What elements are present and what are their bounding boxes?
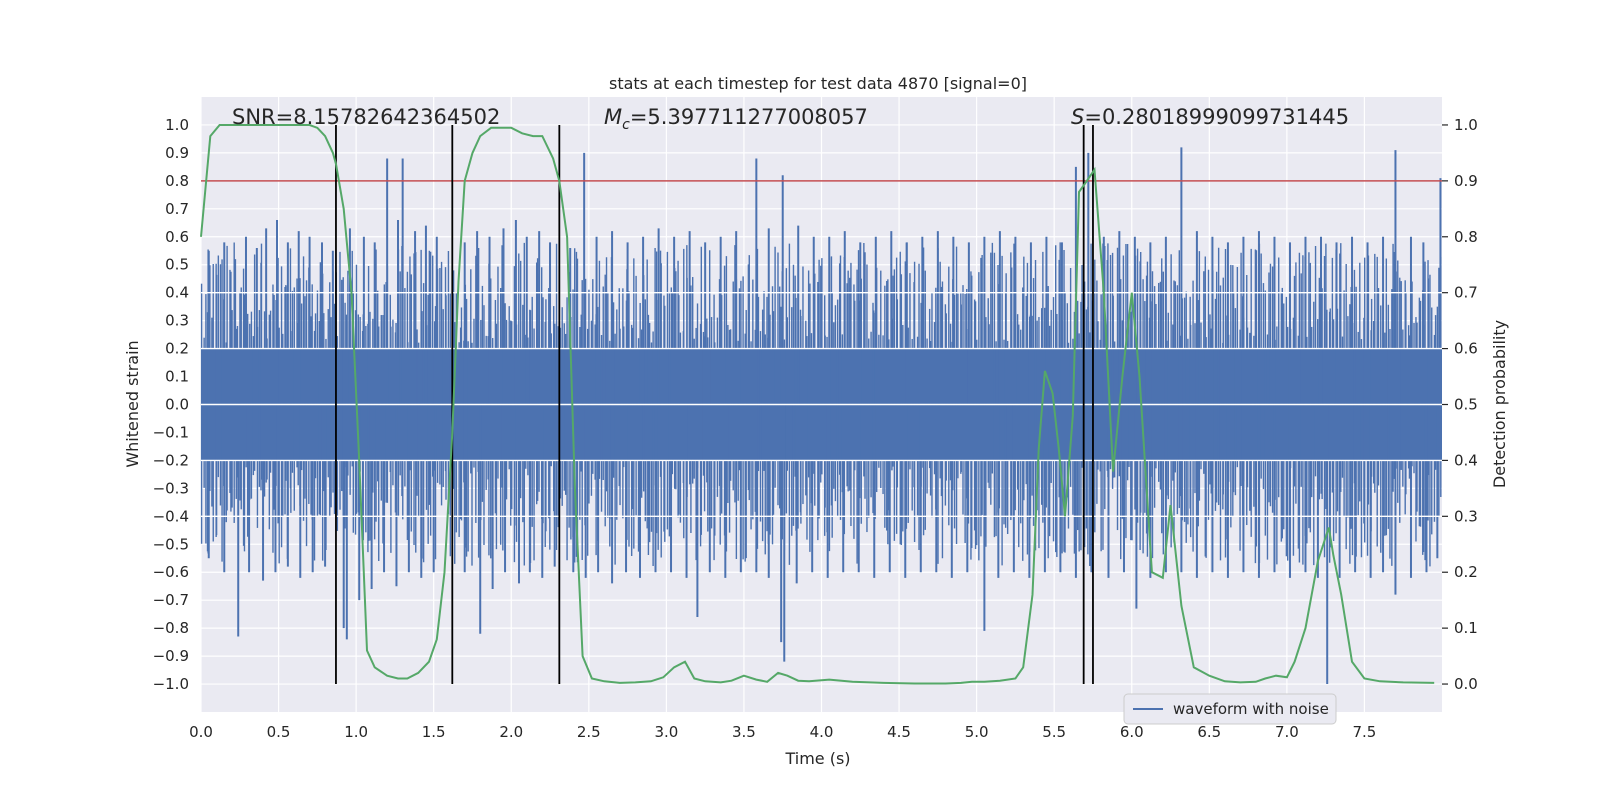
- legend-box: [1123, 693, 1337, 725]
- y2-ticks: 1.0 0.9 0.8 0.7 0.6 0.5 0.4 0.3 0.2 0.1 0.0: [1442, 116, 1478, 693]
- y-tick-label: 0.4: [165, 284, 189, 302]
- y-tick-label: −0.1: [153, 423, 189, 441]
- x-tick-label: 4.5: [887, 723, 911, 741]
- y2-tick-label: 0.1: [1454, 619, 1478, 637]
- x-axis-label: Time (s): [784, 749, 850, 768]
- x-tick-label: 2.5: [577, 723, 601, 741]
- chirp-mass-annotation: Mc=5.397711277008057: [604, 105, 868, 133]
- x-tick-label: 6.5: [1197, 723, 1221, 741]
- y2-tick-label: 0.4: [1454, 451, 1478, 469]
- y-tick-label: −0.9: [153, 647, 189, 665]
- x-tick-label: 3.5: [732, 723, 756, 741]
- statistic-symbol: S: [1071, 105, 1084, 129]
- x-tick-label: 7.5: [1353, 723, 1377, 741]
- y2-tick-label: 0.0: [1454, 675, 1478, 693]
- y-ticks: 1.0 0.9 0.8 0.7 0.6 0.5 0.4 0.3 0.2 0.1 0.0 −0.1 −0.…: [153, 116, 189, 693]
- y2-axis-label: Detection probability: [1490, 320, 1509, 488]
- x-tick-label: 2.0: [499, 723, 523, 741]
- x-tick-label: 4.0: [810, 723, 834, 741]
- x-tick-label: 6.0: [1120, 723, 1144, 741]
- y-tick-label: −0.6: [153, 563, 189, 581]
- y2-tick-label: 0.7: [1454, 284, 1478, 302]
- y-tick-label: 0.2: [165, 340, 189, 358]
- y-tick-label: 0.9: [165, 144, 189, 162]
- x-tick-label: 0.5: [267, 723, 291, 741]
- y2-tick-label: 0.2: [1454, 563, 1478, 581]
- y2-tick-label: 0.5: [1454, 396, 1478, 414]
- legend: waveform with noise: [1123, 693, 1337, 725]
- chirp-mass-value: =5.397711277008057: [630, 105, 868, 129]
- noise-series: [200, 147, 1442, 685]
- x-tick-label: 1.0: [344, 723, 368, 741]
- y2-tick-label: 0.8: [1454, 228, 1478, 246]
- y-tick-label: 0.7: [165, 200, 189, 218]
- x-tick-label: 3.0: [654, 723, 678, 741]
- chart-title: stats at each timestep for test data 487…: [609, 74, 1027, 93]
- y-tick-label: −1.0: [153, 675, 189, 693]
- y2-tick-label: 0.6: [1454, 340, 1478, 358]
- x-tick-label: 0.0: [189, 723, 213, 741]
- y-tick-label: 0.5: [165, 256, 189, 274]
- y2-tick-label: 0.3: [1454, 507, 1478, 525]
- x-ticks: 0.0 0.5 1.0 1.5 2.0 2.5 3.0 3.5 4.0 4.5 5.0 5.5 6.0 6…: [189, 723, 1376, 741]
- y2-tick-label: 0.9: [1454, 172, 1478, 190]
- y-tick-label: 0.3: [165, 312, 189, 330]
- x-tick-label: 5.0: [965, 723, 989, 741]
- vline-layer: [335, 124, 1094, 685]
- statistic-value: =0.28018999099731445: [1084, 105, 1349, 129]
- y-tick-label: −0.5: [153, 535, 189, 553]
- y-tick-label: 1.0: [165, 116, 189, 134]
- y-tick-label: 0.6: [165, 228, 189, 246]
- y-axis-label: Whitened strain: [123, 340, 142, 467]
- legend-label: waveform with noise: [1173, 700, 1329, 718]
- y2-tick-label: 1.0: [1454, 116, 1478, 134]
- y-tick-label: −0.7: [153, 591, 189, 609]
- x-tick-label: 1.5: [422, 723, 446, 741]
- probability-line: [200, 124, 1435, 685]
- y-tick-label: −0.8: [153, 619, 189, 637]
- y-tick-label: −0.3: [153, 479, 189, 497]
- y-tick-label: −0.4: [153, 507, 189, 525]
- y-tick-label: 0.0: [165, 396, 189, 414]
- x-tick-label: 7.0: [1275, 723, 1299, 741]
- y-tick-label: 0.8: [165, 172, 189, 190]
- snr-annotation: SNR=8.15782642364502: [232, 105, 500, 129]
- y-tick-label: −0.2: [153, 451, 189, 469]
- x-tick-label: 5.5: [1042, 723, 1066, 741]
- chirp-mass-subscript: c: [622, 117, 630, 133]
- probability-series: [200, 124, 1435, 685]
- statistic-annotation: S=0.28018999099731445: [1071, 105, 1349, 129]
- y-tick-label: 0.1: [165, 368, 189, 386]
- chirp-mass-symbol: M: [604, 105, 622, 129]
